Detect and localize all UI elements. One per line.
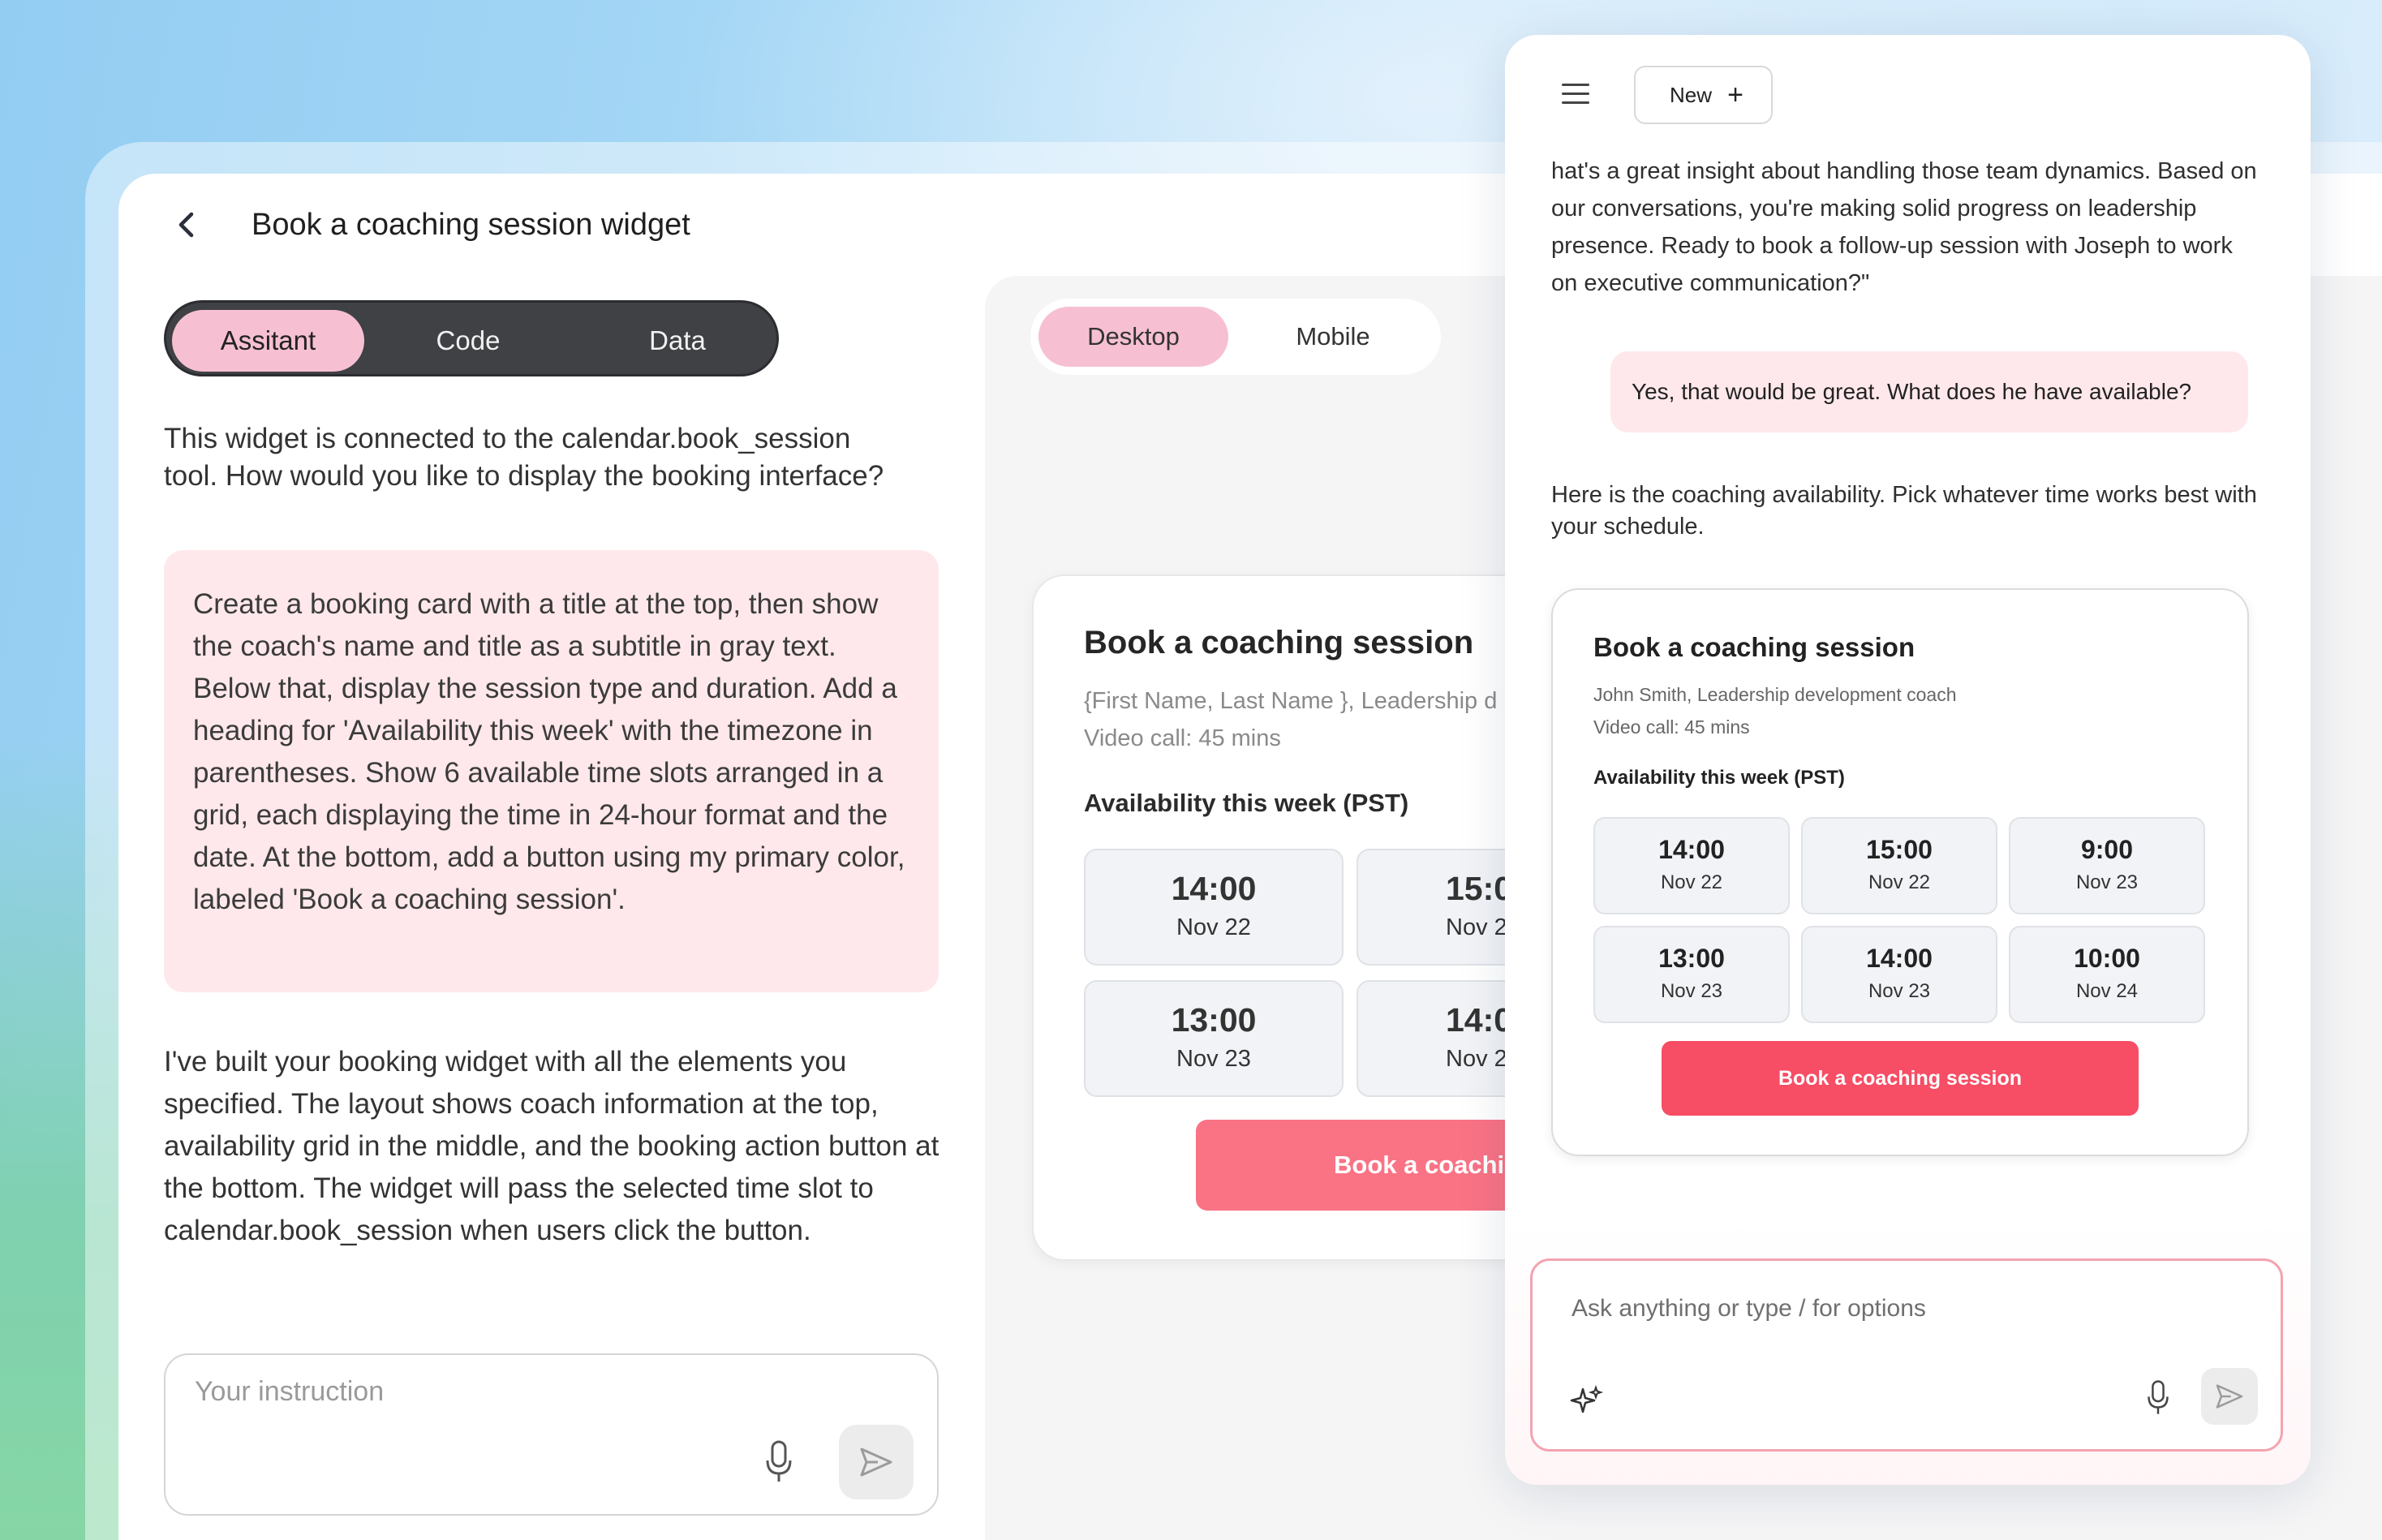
ai-message: Here is the coaching availability. Pick … bbox=[1551, 482, 2257, 540]
slot-date: Nov 23 bbox=[1660, 980, 1723, 1002]
slot-date: Nov 23 bbox=[1868, 980, 1931, 1002]
time-slot[interactable]: 10:00 Nov 24 bbox=[2009, 926, 2205, 1023]
slot-date: Nov 2 bbox=[1446, 1046, 1507, 1072]
time-slot[interactable]: 14:00 Nov 23 bbox=[1801, 926, 1997, 1023]
time-slot[interactable]: 14:00 Nov 22 bbox=[1593, 817, 1790, 914]
microphone-icon bbox=[766, 1440, 792, 1482]
mic-button[interactable] bbox=[764, 1439, 793, 1489]
slot-time: 13:00 bbox=[1171, 1001, 1257, 1039]
intro-line-2: tool. How would you like to display the … bbox=[164, 460, 884, 492]
preview-slot[interactable]: 14:00 Nov 22 bbox=[1084, 849, 1344, 966]
send-button[interactable] bbox=[839, 1425, 914, 1499]
page-title: Book a coaching session widget bbox=[252, 208, 690, 242]
menu-icon[interactable] bbox=[1562, 84, 1589, 111]
new-chat-button[interactable]: New + bbox=[1634, 66, 1773, 124]
intro-line-1: This widget is connected to the calendar… bbox=[164, 423, 851, 454]
ask-input[interactable]: Ask anything or type / for options bbox=[1530, 1258, 2283, 1452]
time-slot[interactable]: 13:00 Nov 23 bbox=[1593, 926, 1790, 1023]
slot-time: 9:00 bbox=[2080, 835, 2134, 864]
preview-card-title: Book a coaching session bbox=[1084, 625, 1474, 660]
back-chevron-icon bbox=[178, 212, 194, 238]
slot-date: Nov 2 bbox=[1446, 914, 1507, 940]
assistant-reply: I've built your booking widget with all … bbox=[164, 1046, 939, 1246]
booking-card-subtitle: John Smith, Leadership development coach bbox=[1593, 684, 1957, 705]
tab-assistant[interactable]: Assitant bbox=[172, 310, 364, 372]
plus-icon: + bbox=[1727, 80, 1744, 110]
time-slot[interactable]: 9:00 Nov 23 bbox=[2009, 817, 2205, 914]
tab-data[interactable]: Data bbox=[649, 325, 706, 355]
user-message-bubble: Yes, that would be great. What does he h… bbox=[1610, 351, 2248, 432]
book-session-button[interactable]: Book a coaching session bbox=[1662, 1041, 2139, 1116]
preview-card-session: Video call: 45 mins bbox=[1084, 725, 1281, 751]
slot-date: Nov 22 bbox=[1868, 871, 1931, 893]
scroll-fade bbox=[1505, 124, 2311, 165]
booking-card-availability: Availability this week (PST) bbox=[1593, 767, 1845, 789]
ai-message: hat's a great insight about handling tho… bbox=[1551, 158, 2257, 296]
slot-date: Nov 22 bbox=[1660, 871, 1723, 893]
slot-date: Nov 24 bbox=[2075, 980, 2139, 1002]
preview-card-subtitle: {First Name, Last Name }, Leadership d bbox=[1084, 688, 1498, 714]
user-prompt-bubble: Create a booking card with a title at th… bbox=[164, 550, 939, 992]
booking-card-session: Video call: 45 mins bbox=[1593, 716, 1750, 738]
instruction-placeholder: Your instruction bbox=[195, 1376, 385, 1407]
preview-card-availability: Availability this week (PST) bbox=[1084, 789, 1409, 817]
back-button[interactable] bbox=[166, 204, 207, 245]
microphone-icon bbox=[2148, 1380, 2169, 1414]
preview-slot[interactable]: 13:00 Nov 23 bbox=[1084, 980, 1344, 1097]
send-icon bbox=[860, 1448, 892, 1477]
slot-time: 10:00 bbox=[2074, 944, 2140, 973]
new-label: New bbox=[1670, 83, 1713, 107]
time-slot[interactable]: 15:00 Nov 22 bbox=[1801, 817, 1997, 914]
mode-tabs: Assitant Code Data bbox=[164, 300, 779, 376]
slot-time: 15:0 bbox=[1446, 870, 1513, 907]
slot-time: 14:00 bbox=[1658, 835, 1725, 864]
slot-time: 14:0 bbox=[1446, 1001, 1513, 1039]
slot-time: 13:00 bbox=[1658, 944, 1725, 973]
instruction-input[interactable]: Your instruction bbox=[164, 1353, 939, 1516]
booking-card-title: Book a coaching session bbox=[1593, 632, 1915, 662]
send-icon bbox=[2216, 1384, 2243, 1409]
send-button[interactable] bbox=[2201, 1368, 2258, 1425]
mic-button[interactable] bbox=[2146, 1379, 2170, 1421]
toggle-desktop[interactable]: Desktop bbox=[1038, 307, 1228, 367]
ask-placeholder: Ask anything or type / for options bbox=[1572, 1295, 1926, 1322]
slot-date: Nov 23 bbox=[2075, 871, 2139, 893]
mobile-chat-panel: New + hat's a great insight about handli… bbox=[1505, 35, 2311, 1485]
device-toggle: Desktop Mobile bbox=[1030, 299, 1441, 375]
booking-card: Book a coaching session John Smith, Lead… bbox=[1551, 588, 2249, 1156]
slot-time: 14:00 bbox=[1866, 944, 1933, 973]
slot-date: Nov 22 bbox=[1176, 914, 1251, 940]
toggle-mobile[interactable]: Mobile bbox=[1296, 322, 1370, 351]
sparkle-icon[interactable] bbox=[1568, 1384, 1604, 1420]
slot-time: 15:00 bbox=[1866, 835, 1933, 864]
slot-time: 14:00 bbox=[1171, 870, 1257, 907]
tab-code[interactable]: Code bbox=[436, 325, 501, 355]
slot-date: Nov 23 bbox=[1176, 1046, 1251, 1072]
